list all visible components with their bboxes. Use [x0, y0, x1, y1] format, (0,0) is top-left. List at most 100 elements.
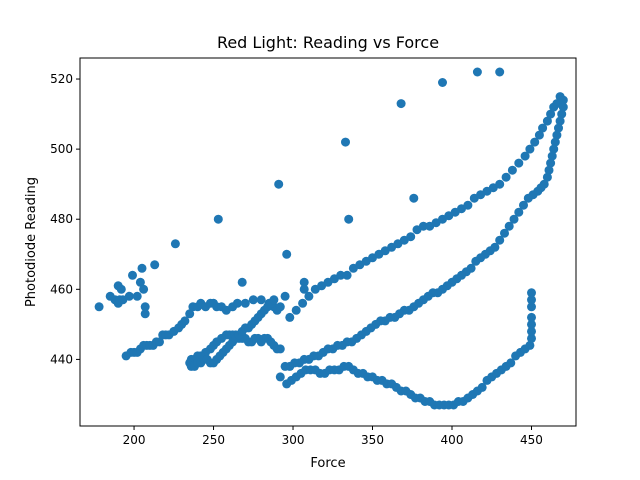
y-tick-label: 520 [50, 72, 73, 86]
data-point [280, 361, 290, 371]
data-point [139, 284, 149, 294]
data-point [519, 200, 528, 210]
data-point [525, 144, 535, 154]
data-point [520, 151, 530, 161]
data-point [527, 288, 536, 298]
data-point [530, 137, 540, 147]
data-point [256, 295, 266, 305]
data-point [248, 295, 258, 305]
data-point [285, 312, 295, 322]
data-point [472, 67, 482, 77]
data-point [406, 232, 416, 242]
points-layer [94, 67, 568, 410]
x-tick-label: 250 [202, 433, 225, 447]
data-point [185, 309, 195, 319]
data-point [501, 172, 511, 182]
data-point [274, 179, 284, 189]
data-point [550, 137, 560, 147]
data-point [495, 179, 505, 189]
data-point [542, 116, 552, 126]
data-point [304, 291, 314, 301]
data-point [534, 130, 544, 140]
axes-layer: 200 250 300 350 400 450 440 460 480 500 520 [50, 72, 543, 447]
y-tick-label: 460 [50, 282, 73, 296]
data-point [418, 221, 428, 231]
data-point [523, 193, 533, 203]
data-point [558, 102, 568, 112]
data-point [155, 337, 164, 347]
data-point [507, 165, 517, 175]
data-point [94, 302, 104, 312]
data-point [546, 158, 556, 168]
data-point [506, 358, 516, 368]
data-point [299, 284, 309, 294]
data-point [495, 67, 505, 77]
x-tick-label: 350 [361, 433, 384, 447]
data-point [180, 316, 190, 326]
data-point [150, 260, 160, 270]
data-point [135, 277, 145, 287]
data-point [140, 302, 150, 312]
data-point [549, 144, 559, 154]
data-point [527, 312, 536, 322]
y-tick-label: 440 [50, 352, 73, 366]
data-point [544, 165, 554, 175]
x-tick-label: 400 [441, 433, 464, 447]
data-point [124, 291, 134, 301]
chart-title: Red Light: Reading vs Force [217, 33, 439, 52]
data-point [336, 270, 346, 280]
data-point [500, 228, 509, 238]
x-axis-label: Force [310, 456, 345, 471]
data-point [232, 298, 242, 308]
data-point [140, 309, 150, 319]
data-point [527, 295, 536, 305]
data-point [546, 109, 556, 119]
data-point [282, 249, 292, 259]
y-tick-label: 500 [50, 142, 73, 156]
data-point [525, 340, 535, 350]
data-point [344, 214, 354, 224]
data-point [128, 270, 137, 280]
data-point [477, 382, 487, 392]
data-point [547, 151, 557, 161]
data-point [514, 207, 524, 217]
data-point [438, 78, 447, 87]
x-tick-label: 300 [282, 433, 305, 447]
data-point [341, 137, 350, 147]
y-axis-label: Photodiode Reading [24, 177, 39, 307]
data-point [409, 193, 419, 203]
data-point [538, 123, 548, 133]
data-point [291, 305, 301, 315]
data-point [275, 372, 285, 382]
data-point [554, 123, 563, 133]
data-point [237, 277, 247, 287]
plot-area-frame [79, 57, 577, 427]
data-point [116, 284, 126, 294]
data-point [527, 319, 536, 329]
data-point [509, 214, 519, 224]
data-point [280, 291, 290, 301]
data-point [213, 214, 223, 224]
data-point [299, 277, 309, 287]
data-point [514, 158, 524, 168]
data-point [275, 302, 285, 312]
x-tick-label: 200 [123, 433, 146, 447]
data-point [552, 130, 562, 140]
x-tick-label: 450 [520, 433, 543, 447]
data-point [298, 298, 308, 308]
data-point [396, 99, 406, 109]
data-point [527, 302, 536, 312]
data-point [542, 172, 552, 182]
data-point [342, 270, 352, 280]
data-point [495, 235, 505, 245]
data-point [463, 200, 473, 210]
data-point [137, 263, 147, 273]
y-tick-label: 480 [50, 212, 73, 226]
data-point [504, 221, 514, 231]
data-point [269, 295, 279, 305]
data-point [557, 109, 567, 119]
data-point [555, 116, 565, 126]
data-point [132, 291, 142, 301]
